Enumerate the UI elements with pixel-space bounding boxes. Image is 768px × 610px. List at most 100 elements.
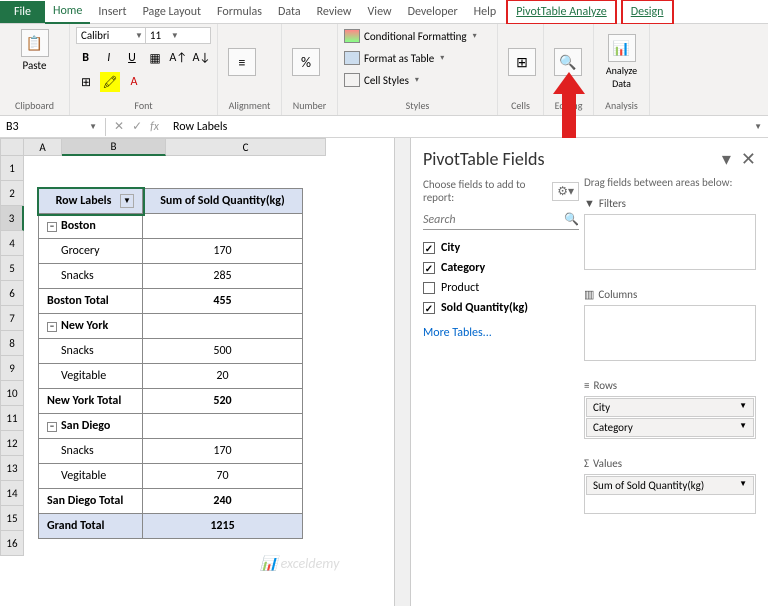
fx-icon[interactable]: fx (150, 120, 159, 134)
filters-area[interactable] (584, 214, 756, 270)
checkbox-icon[interactable]: ✓ (423, 242, 435, 254)
tab-home[interactable]: Home (45, 0, 90, 24)
styles-label: Styles (344, 97, 491, 112)
columns-area[interactable] (584, 305, 756, 361)
row-header-7[interactable]: 7 (0, 306, 24, 331)
row-header-15[interactable]: 15 (0, 506, 24, 531)
checkbox-icon[interactable]: ✓ (423, 302, 435, 314)
italic-button[interactable]: I (99, 48, 118, 68)
pivot-header-rowlabels[interactable]: Row Labels▼ (39, 189, 143, 214)
tab-pivottable-analyze[interactable]: PivotTable Analyze (506, 0, 617, 25)
minimize-icon[interactable]: ▾ (722, 148, 731, 170)
tab-formulas[interactable]: Formulas (209, 1, 270, 23)
filter-dropdown-icon[interactable]: ▼ (120, 194, 134, 208)
pivot-group[interactable]: −New York (39, 314, 143, 339)
font-selector[interactable]: Calibri▼ 11▼ (76, 27, 211, 44)
row-header-12[interactable]: 12 (0, 431, 24, 456)
enter-icon[interactable]: ✓ (132, 119, 142, 134)
ribbon: 📋 Paste Clipboard Calibri▼ 11▼ B I U ▦ A… (0, 24, 768, 116)
number-label: Number (288, 97, 331, 112)
values-area-item[interactable]: Sum of Sold Quantity(kg)▼ (586, 476, 754, 495)
tab-file[interactable]: File (0, 1, 45, 23)
paste-button[interactable]: 📋 Paste (17, 27, 53, 74)
vertical-scrollbar[interactable] (394, 138, 410, 606)
col-header-B[interactable]: B (62, 138, 166, 156)
pivot-value (143, 214, 303, 239)
field-category[interactable]: ✓Category (423, 258, 579, 278)
tab-review[interactable]: Review (309, 1, 360, 23)
rows-area[interactable]: City▼Category▼ (584, 396, 756, 439)
pivot-item[interactable]: Snacks (39, 264, 143, 289)
pivot-item[interactable]: Vegitable (39, 364, 143, 389)
more-tables-link[interactable]: More Tables... (423, 318, 579, 348)
pivot-value: 455 (143, 289, 303, 314)
search-input[interactable] (423, 213, 564, 227)
border-button[interactable]: ▦ (146, 48, 165, 68)
field-product[interactable]: Product (423, 278, 579, 298)
pivot-subtotal: Boston Total (39, 289, 143, 314)
font-group-label: Font (76, 97, 211, 112)
cell-styles[interactable]: Cell Styles▾ (344, 71, 421, 89)
col-header-A[interactable]: A (24, 138, 62, 156)
collapse-icon[interactable]: − (47, 222, 57, 232)
pivot-group[interactable]: −Boston (39, 214, 143, 239)
checkbox-icon[interactable]: ✓ (423, 262, 435, 274)
pivot-item[interactable]: Grocery (39, 239, 143, 264)
tab-page-layout[interactable]: Page Layout (135, 1, 209, 23)
row-header-16[interactable]: 16 (0, 531, 24, 556)
row-header-10[interactable]: 10 (0, 381, 24, 406)
row-header-3[interactable]: 3 (0, 206, 24, 231)
tab-developer[interactable]: Developer (400, 1, 466, 23)
collapse-icon[interactable]: − (47, 322, 57, 332)
field-sold-quantity-kg-[interactable]: ✓Sold Quantity(kg) (423, 298, 579, 318)
fill-color[interactable]: 🖍 (100, 72, 120, 92)
tab-help[interactable]: Help (466, 1, 505, 23)
pivot-value: 500 (143, 339, 303, 364)
rows-area-item[interactable]: Category▼ (586, 418, 754, 437)
col-header-C[interactable]: C (166, 138, 326, 156)
pivot-item[interactable]: Snacks (39, 439, 143, 464)
field-search[interactable]: 🔍 (423, 210, 579, 230)
group-styles: Conditional Formatting▾ Format as Table▾… (338, 24, 498, 115)
checkbox-icon[interactable] (423, 282, 435, 294)
pivot-item[interactable]: Vegitable (39, 464, 143, 489)
font-grow[interactable]: A↑ (169, 48, 188, 68)
collapse-icon[interactable]: − (47, 422, 57, 432)
alignment-button[interactable]: ≡ (224, 46, 260, 78)
gear-icon[interactable]: ⚙▾ (552, 182, 579, 201)
cancel-icon[interactable]: ✕ (114, 119, 124, 134)
pivot-item[interactable]: Snacks (39, 339, 143, 364)
row-header-13[interactable]: 13 (0, 456, 24, 481)
values-area[interactable]: Sum of Sold Quantity(kg)▼ (584, 474, 756, 514)
row-header-2[interactable]: 2 (0, 181, 24, 206)
select-all-corner[interactable] (0, 138, 24, 156)
row-header-6[interactable]: 6 (0, 281, 24, 306)
row-header-1[interactable]: 1 (0, 156, 24, 181)
row-header-9[interactable]: 9 (0, 356, 24, 381)
number-button[interactable]: % (288, 46, 324, 78)
conditional-formatting[interactable]: Conditional Formatting▾ (344, 27, 479, 45)
format-as-table[interactable]: Format as Table▾ (344, 49, 446, 67)
formula-input[interactable]: Row Labels (167, 118, 752, 136)
field-city[interactable]: ✓City (423, 238, 579, 258)
row-header-14[interactable]: 14 (0, 481, 24, 506)
tab-design[interactable]: Design (621, 0, 674, 25)
analyze-data-button[interactable]: 📊Analyze Data (600, 32, 643, 92)
bold-button[interactable]: B (76, 48, 95, 68)
tab-data[interactable]: Data (270, 1, 309, 23)
font-color[interactable]: A (124, 72, 144, 92)
row-header-11[interactable]: 11 (0, 406, 24, 431)
tab-view[interactable]: View (360, 1, 400, 23)
name-box[interactable]: B3▼ (0, 118, 106, 136)
border-dd[interactable]: ⊞ (76, 72, 96, 92)
row-header-8[interactable]: 8 (0, 331, 24, 356)
row-header-5[interactable]: 5 (0, 256, 24, 281)
underline-button[interactable]: U (122, 48, 141, 68)
row-header-4[interactable]: 4 (0, 231, 24, 256)
tab-insert[interactable]: Insert (90, 1, 134, 23)
cells-button[interactable]: ⊞ (504, 46, 540, 78)
pivot-group[interactable]: −San Diego (39, 414, 143, 439)
font-shrink[interactable]: A↓ (192, 48, 211, 68)
close-icon[interactable]: ✕ (741, 148, 756, 170)
rows-area-item[interactable]: City▼ (586, 398, 754, 417)
